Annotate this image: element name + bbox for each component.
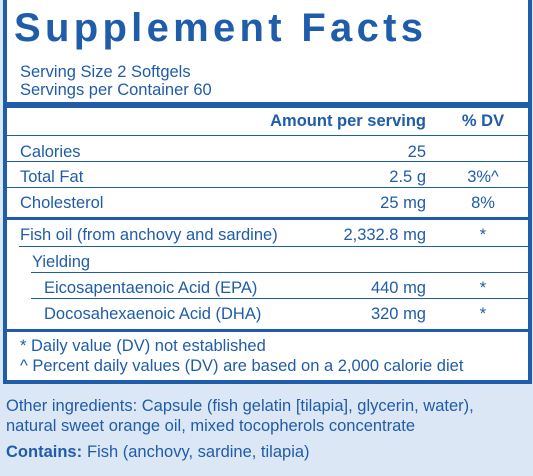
daily-value: 8% [471, 194, 495, 212]
section-rule [7, 217, 528, 220]
rule [7, 135, 528, 136]
daily-value: * [479, 305, 487, 323]
rule [7, 161, 528, 162]
nutrient-name: Cholesterol [20, 194, 104, 212]
footnote: * Daily value (DV) not established [20, 337, 266, 355]
thick-rule [7, 102, 528, 108]
nutrient-name: Total Fat [20, 168, 84, 186]
amount: 2,332.8 mg [343, 226, 426, 244]
contains-text: Fish (anchovy, sardine, tilapia) [87, 443, 310, 461]
header-amount: Amount per serving [270, 112, 426, 130]
nutrient-name: Eicosapentaenoic Acid (EPA) [44, 279, 258, 297]
title: Supplement Facts [14, 6, 428, 50]
nutrient-name: Fish oil (from anchovy and sardine) [20, 226, 278, 244]
rule [31, 298, 528, 299]
daily-value: * [479, 226, 487, 244]
other-ingredients: natural sweet orange oil, mixed tocopher… [6, 417, 416, 435]
rule [7, 187, 528, 188]
nutrient-name: Calories [20, 143, 81, 161]
daily-value: * [479, 279, 487, 297]
daily-value: 3%^ [467, 168, 499, 186]
rule [19, 246, 528, 247]
nutrient-name: Docosahexaenoic Acid (DHA) [44, 305, 262, 323]
amount: 320 mg [370, 305, 426, 323]
other-ingredients: Other ingredients: Capsule (fish gelatin… [6, 397, 474, 415]
amount: 2.5 g [389, 168, 426, 186]
rule [31, 272, 528, 273]
header-dv: % DV [461, 112, 505, 130]
nutrient-name: Yielding [32, 253, 91, 271]
amount: 25 mg [380, 194, 426, 212]
contains-label: Contains: [6, 443, 83, 461]
amount: 440 mg [370, 279, 426, 297]
serving-size: Serving Size 2 Softgels [20, 63, 191, 81]
section-rule [7, 329, 528, 332]
servings-per-container: Servings per Container 60 [20, 81, 212, 99]
facts-panel [3, 0, 532, 384]
amount: 25 [407, 143, 426, 161]
footnote: ^ Percent daily values (DV) are based on… [20, 357, 464, 375]
